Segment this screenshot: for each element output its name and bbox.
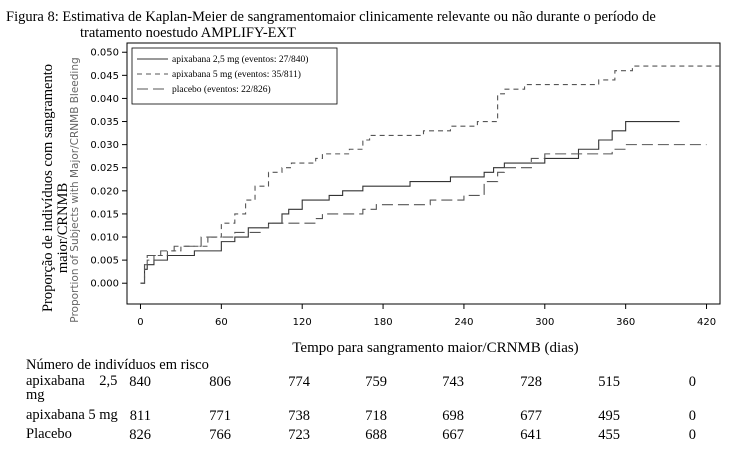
- y-axis-ghost-label: Proportion of Subjects with Major/CRNMB …: [69, 57, 81, 322]
- risk-cell: 738: [288, 408, 310, 424]
- risk-cell: 718: [365, 408, 387, 424]
- y-tick-label: 0.035: [90, 117, 119, 128]
- risk-cell: 455: [598, 427, 620, 443]
- risk-cell: 0: [688, 427, 696, 443]
- risk-cell: 826: [129, 427, 151, 443]
- risk-cell: 759: [365, 374, 387, 390]
- risk-cell: 698: [442, 408, 464, 424]
- y-tick-label: 0.040: [90, 94, 119, 105]
- caption-line-1: Figura 8: Estimativa de Kaplan-Meier de …: [6, 9, 656, 25]
- risk-table-title: Número de indivíduos em risco: [26, 357, 209, 373]
- risk-cell: 688: [365, 427, 387, 443]
- y-tick-label: 0.015: [90, 209, 119, 220]
- risk-row: apixabana 2,5 mg 840 806 774 759 743 728 515 0: [26, 374, 746, 403]
- x-tick-label: 60: [215, 317, 228, 328]
- risk-cell: 774: [288, 374, 310, 390]
- x-tick-label: 240: [454, 317, 473, 328]
- y-axis-label: Proporção de indivíduos com sangramentom…: [40, 64, 71, 312]
- risk-cell: 0: [688, 408, 696, 424]
- figure-caption: Figura 8: Estimativa de Kaplan-Meier de …: [6, 9, 746, 41]
- risk-cell: 806: [209, 374, 231, 390]
- y-tick-label: 0.050: [90, 48, 119, 59]
- risk-cell: 515: [598, 374, 620, 390]
- legend-label-2: apixabana 5 mg (eventos: 35/811): [172, 69, 301, 80]
- y-tick-label: 0.005: [90, 256, 119, 267]
- risk-row-label: apixabana 5 mg: [26, 407, 118, 423]
- risk-cell: 495: [598, 408, 620, 424]
- risk-cell: 766: [209, 427, 231, 443]
- y-tick-label: 0.025: [90, 163, 119, 174]
- x-axis-label: Tempo para sangramento maior/CRNMB (dias…: [292, 340, 578, 356]
- y-tick-label: 0.030: [90, 140, 119, 151]
- series-line-3: [140, 144, 707, 284]
- risk-cell: 840: [129, 374, 151, 390]
- risk-row: apixabana 5 mg 811 771 738 718 698 677 495 0: [26, 408, 746, 426]
- risk-row: Placebo 826 766 723 688 667 641 455 0: [26, 427, 746, 445]
- legend-label-3: placebo (eventos: 22/826): [172, 84, 271, 95]
- series-line-1: [140, 120, 680, 284]
- risk-row-label: Placebo: [26, 426, 72, 442]
- x-tick-label: 0: [137, 317, 143, 328]
- x-tick-label: 120: [293, 317, 312, 328]
- risk-cell: 677: [520, 408, 542, 424]
- x-tick-label: 300: [535, 317, 554, 328]
- series-line-2: [140, 65, 720, 284]
- risk-cell: 641: [520, 427, 542, 443]
- plot-frame: [126, 42, 721, 305]
- x-tick-label: 180: [374, 317, 393, 328]
- risk-cell: 723: [288, 427, 310, 443]
- caption-line-2: tratamento noestudo AMPLIFY-EXT: [80, 25, 296, 41]
- risk-cell: 0: [688, 374, 696, 390]
- y-tick-label: 0.045: [90, 71, 119, 82]
- risk-cell: 771: [209, 408, 231, 424]
- legend-label-1: apixabana 2,5 mg (eventos: 27/840): [172, 54, 308, 65]
- y-tick-label: 0.000: [90, 279, 119, 290]
- risk-cell: 811: [129, 408, 151, 424]
- x-tick-label: 420: [697, 317, 716, 328]
- risk-cell: 667: [442, 427, 464, 443]
- y-tick-label: 0.010: [90, 233, 119, 244]
- y-tick-label: 0.020: [90, 186, 119, 197]
- x-tick-label: 360: [616, 317, 635, 328]
- risk-cell: 743: [442, 374, 464, 390]
- legend-box: [131, 47, 338, 105]
- risk-row-label: apixabana 2,5 mg: [26, 373, 118, 403]
- risk-cell: 728: [520, 374, 542, 390]
